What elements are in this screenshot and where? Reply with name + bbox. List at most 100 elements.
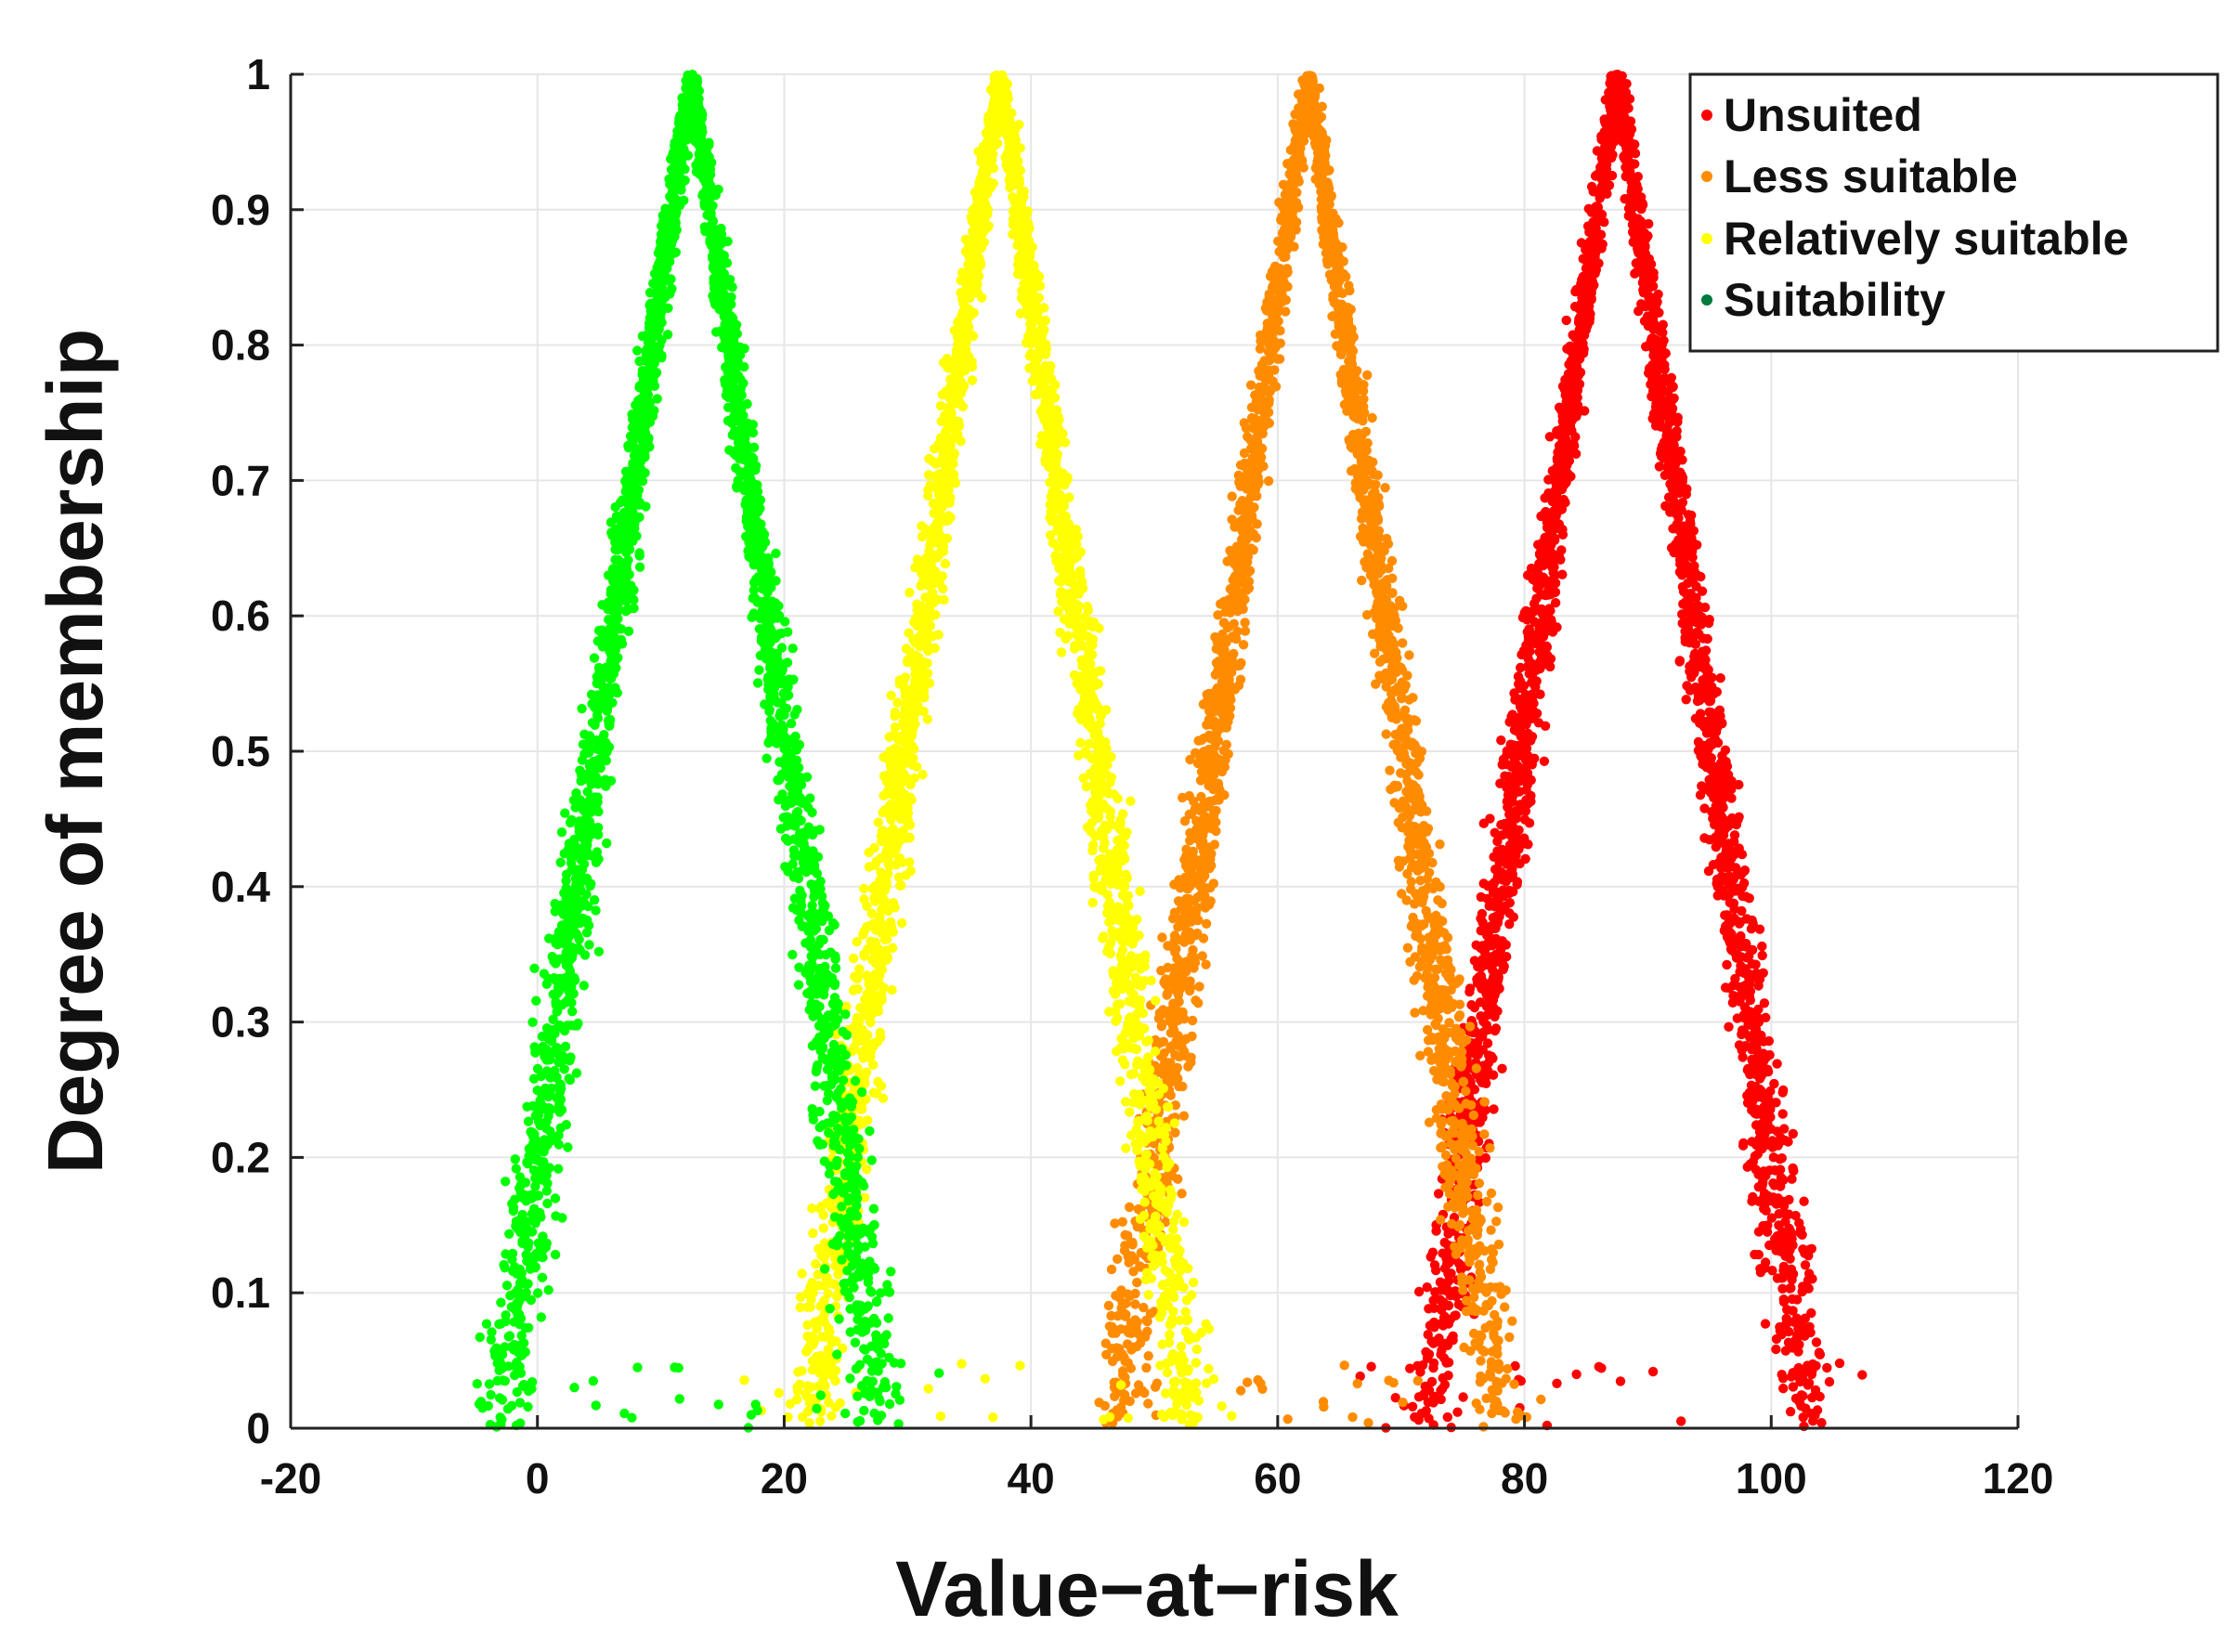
scatter-point xyxy=(1398,638,1408,648)
scatter-point xyxy=(1258,461,1269,472)
scatter-point xyxy=(1514,679,1524,689)
scatter-point xyxy=(1599,151,1609,163)
scatter-point xyxy=(1458,1392,1468,1402)
scatter-point xyxy=(1196,791,1206,802)
scatter-point xyxy=(1665,443,1676,454)
scatter-point xyxy=(1385,765,1395,775)
scatter-point xyxy=(1169,907,1180,917)
scatter-point xyxy=(1715,673,1725,683)
scatter-point xyxy=(1738,878,1750,889)
scatter-point xyxy=(1439,1049,1450,1060)
scatter-point xyxy=(1133,1380,1144,1390)
scatter-point xyxy=(1718,793,1729,803)
scatter-point xyxy=(1113,1254,1123,1265)
scatter-point xyxy=(1278,179,1289,189)
scatter-point xyxy=(1347,388,1358,398)
scatter-point xyxy=(1451,1153,1461,1164)
scatter-point xyxy=(1426,1320,1438,1331)
scatter-point xyxy=(1556,554,1566,565)
scatter-point xyxy=(1693,736,1704,748)
scatter-point xyxy=(1243,432,1253,442)
scatter-point xyxy=(1786,1341,1796,1351)
scatter-point xyxy=(1476,913,1486,924)
scatter-point xyxy=(1693,570,1703,580)
scatter-point xyxy=(1751,1164,1762,1175)
scatter-point xyxy=(1702,633,1712,644)
scatter-point xyxy=(1225,680,1235,690)
scatter-point xyxy=(1440,1338,1451,1349)
scatter-point xyxy=(1398,752,1408,762)
scatter-point xyxy=(1492,871,1504,881)
scatter-point xyxy=(1173,1174,1183,1184)
scatter-point xyxy=(1785,1283,1795,1294)
scatter-point xyxy=(1714,878,1725,888)
scatter-point xyxy=(1800,1313,1811,1323)
scatter-point xyxy=(1388,705,1399,715)
scatter-point xyxy=(1274,354,1285,364)
scatter-point xyxy=(1788,1163,1798,1174)
scatter-point xyxy=(1490,827,1500,838)
scatter-point xyxy=(1232,626,1243,637)
scatter-point xyxy=(1722,959,1732,970)
scatter-point xyxy=(1382,533,1392,544)
scatter-point xyxy=(1679,521,1689,531)
scatter-point xyxy=(1212,683,1223,694)
scatter-point xyxy=(1539,756,1550,766)
scatter-point xyxy=(1534,549,1545,559)
scatter-point xyxy=(1476,1356,1486,1366)
scatter-point xyxy=(1664,412,1675,423)
scatter-point xyxy=(1674,488,1685,499)
scatter-point xyxy=(1824,1376,1835,1387)
scatter-point xyxy=(1485,1143,1495,1153)
scatter-point xyxy=(1703,722,1713,733)
scatter-point xyxy=(1424,1117,1435,1127)
scatter-point xyxy=(1183,862,1193,872)
scatter-point xyxy=(1509,688,1519,698)
scatter-point xyxy=(1694,695,1705,705)
scatter-point xyxy=(1779,1124,1790,1134)
scatter-point xyxy=(1771,1333,1782,1345)
scatter-point xyxy=(1685,638,1695,648)
scatter-point xyxy=(1714,807,1725,817)
scatter-point xyxy=(1274,197,1284,208)
scatter-point xyxy=(1194,982,1204,992)
scatter-point xyxy=(1747,1056,1758,1066)
scatter-point xyxy=(1612,78,1623,88)
scatter-point xyxy=(1487,1295,1497,1307)
scatter-point xyxy=(1469,956,1480,966)
scatter-point xyxy=(1760,1319,1771,1329)
scatter-point xyxy=(1737,1045,1747,1056)
scatter-point xyxy=(1238,640,1249,650)
scatter-point xyxy=(1101,1349,1112,1360)
scatter-point xyxy=(1567,442,1577,452)
scatter-point xyxy=(1663,492,1674,502)
scatter-point xyxy=(1389,685,1400,696)
scatter-point xyxy=(1706,753,1717,763)
scatter-point xyxy=(1797,1229,1807,1241)
scatter-point xyxy=(1216,599,1226,609)
scatter-point xyxy=(1731,863,1741,873)
scatter-point xyxy=(1480,1105,1490,1115)
scatter-point xyxy=(1460,1238,1471,1249)
scatter-point xyxy=(1759,1192,1769,1203)
scatter-point xyxy=(1638,285,1648,295)
scatter-point xyxy=(1504,772,1515,782)
scatter-point xyxy=(1798,1412,1808,1423)
scatter-point xyxy=(1713,771,1725,781)
scatter-point xyxy=(1772,1230,1783,1242)
scatter-point xyxy=(1531,577,1542,588)
scatter-point xyxy=(1679,556,1689,566)
scatter-point xyxy=(1692,540,1702,550)
scatter-point xyxy=(1408,912,1418,923)
scatter-point xyxy=(1763,1064,1773,1075)
scatter-point xyxy=(1725,927,1735,937)
scatter-point xyxy=(1681,695,1691,705)
scatter-point xyxy=(1572,385,1583,396)
scatter-point xyxy=(1717,779,1728,790)
scatter-point xyxy=(1588,187,1598,197)
scatter-point xyxy=(1630,268,1640,279)
scatter-point xyxy=(1695,709,1706,719)
scatter-point xyxy=(1658,328,1668,338)
scatter-point xyxy=(1201,812,1211,822)
scatter-point xyxy=(1507,842,1517,852)
